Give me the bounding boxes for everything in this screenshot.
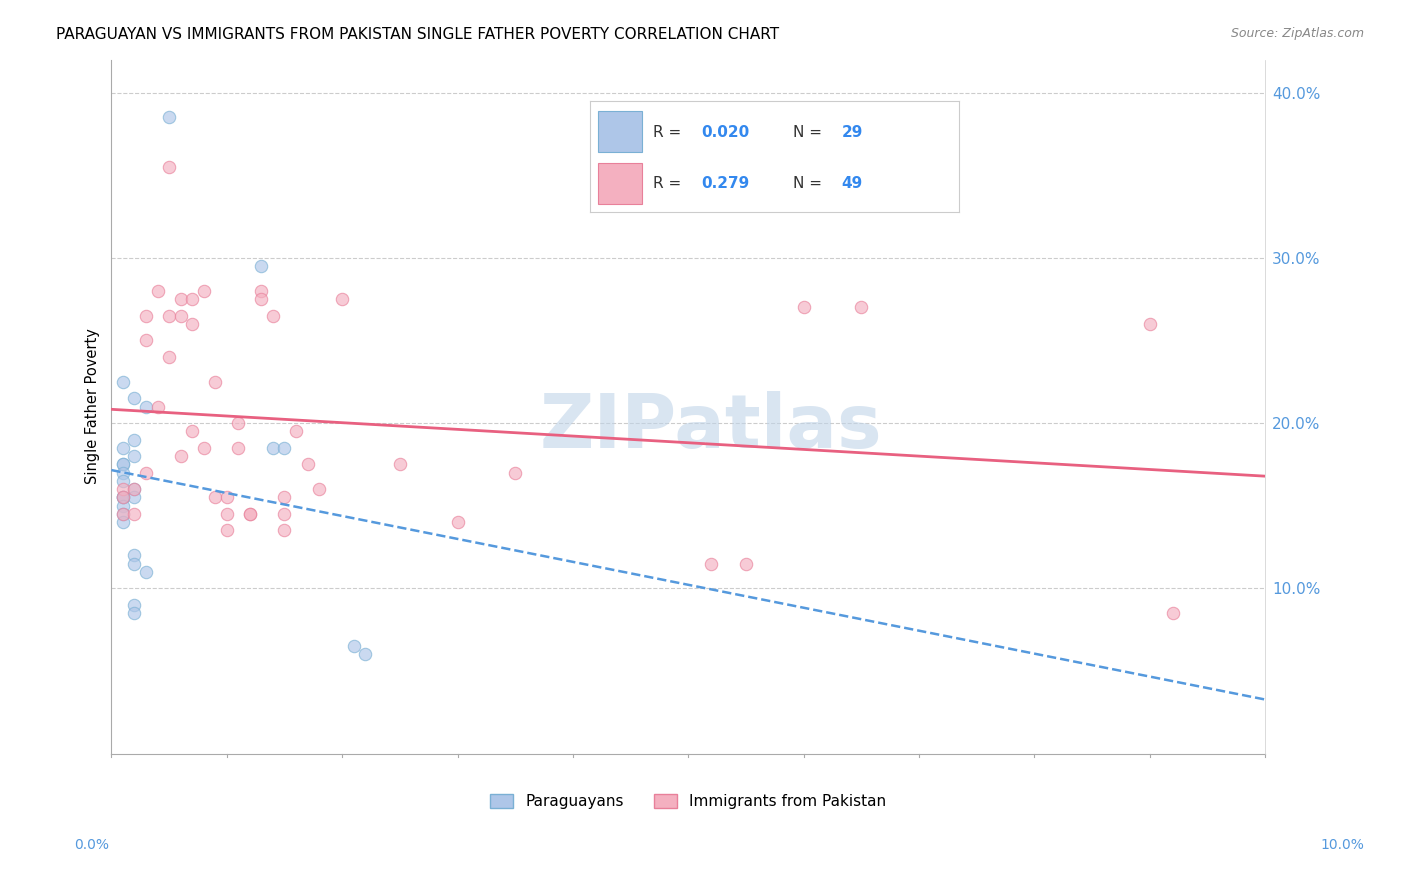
Point <box>228 441 250 455</box>
Point <box>111 499 134 513</box>
Point <box>262 309 284 323</box>
Point <box>111 482 134 496</box>
Point <box>135 466 157 480</box>
Text: PARAGUAYAN VS IMMIGRANTS FROM PAKISTAN SINGLE FATHER POVERTY CORRELATION CHART: PARAGUAYAN VS IMMIGRANTS FROM PAKISTAN S… <box>56 27 779 42</box>
Point <box>124 507 146 521</box>
Point <box>124 606 146 620</box>
Point <box>250 292 273 306</box>
Point <box>735 557 758 571</box>
Point <box>503 466 526 480</box>
Point <box>181 425 204 439</box>
Point <box>135 400 157 414</box>
Point <box>124 557 146 571</box>
Point <box>157 111 180 125</box>
Point <box>354 648 377 662</box>
Point <box>157 309 180 323</box>
Point <box>124 392 146 406</box>
Point <box>111 458 134 472</box>
Point <box>135 334 157 348</box>
Point <box>124 491 146 505</box>
Point <box>124 433 146 447</box>
Point <box>215 524 238 538</box>
Point <box>215 507 238 521</box>
Point <box>111 507 134 521</box>
Point <box>343 639 366 653</box>
Point <box>169 449 191 463</box>
Text: 10.0%: 10.0% <box>1320 838 1365 852</box>
Point <box>146 284 169 298</box>
Point <box>111 507 134 521</box>
Point <box>111 458 134 472</box>
Point <box>181 292 204 306</box>
Text: Source: ZipAtlas.com: Source: ZipAtlas.com <box>1230 27 1364 40</box>
Point <box>239 507 262 521</box>
Point <box>273 491 295 505</box>
Point <box>135 565 157 579</box>
Point <box>297 458 319 472</box>
Point <box>111 491 134 505</box>
Point <box>135 309 157 323</box>
Point <box>157 350 180 364</box>
Y-axis label: Single Father Poverty: Single Father Poverty <box>86 328 100 484</box>
Point <box>111 491 134 505</box>
Point <box>111 375 134 389</box>
Point <box>204 375 226 389</box>
Point <box>851 301 873 315</box>
Point <box>330 292 353 306</box>
Point <box>250 259 273 273</box>
Point <box>273 507 295 521</box>
Point <box>124 449 146 463</box>
Point <box>1161 606 1184 620</box>
Point <box>124 598 146 612</box>
Point <box>262 441 284 455</box>
Point <box>181 317 204 331</box>
Point <box>285 425 308 439</box>
Point <box>111 466 134 480</box>
Point <box>193 284 215 298</box>
Point <box>228 416 250 430</box>
Point <box>169 292 191 306</box>
Point <box>146 400 169 414</box>
Point <box>388 458 411 472</box>
Point <box>446 515 468 529</box>
Point <box>273 524 295 538</box>
Point <box>239 507 262 521</box>
Point <box>250 284 273 298</box>
Text: ZIPatlas: ZIPatlas <box>540 391 883 464</box>
Point <box>111 491 134 505</box>
Point <box>204 491 226 505</box>
Point <box>111 441 134 455</box>
Point <box>193 441 215 455</box>
Point <box>124 482 146 496</box>
Point <box>124 548 146 562</box>
Point <box>124 482 146 496</box>
Point <box>273 441 295 455</box>
Point <box>308 482 330 496</box>
Point <box>169 309 191 323</box>
Text: 0.0%: 0.0% <box>75 838 108 852</box>
Point <box>215 491 238 505</box>
Point <box>111 515 134 529</box>
Point <box>111 491 134 505</box>
Legend: Paraguayans, Immigrants from Pakistan: Paraguayans, Immigrants from Pakistan <box>484 788 893 815</box>
Point <box>111 474 134 488</box>
Point <box>793 301 815 315</box>
Point <box>1139 317 1161 331</box>
Point <box>157 160 180 174</box>
Point <box>700 557 723 571</box>
